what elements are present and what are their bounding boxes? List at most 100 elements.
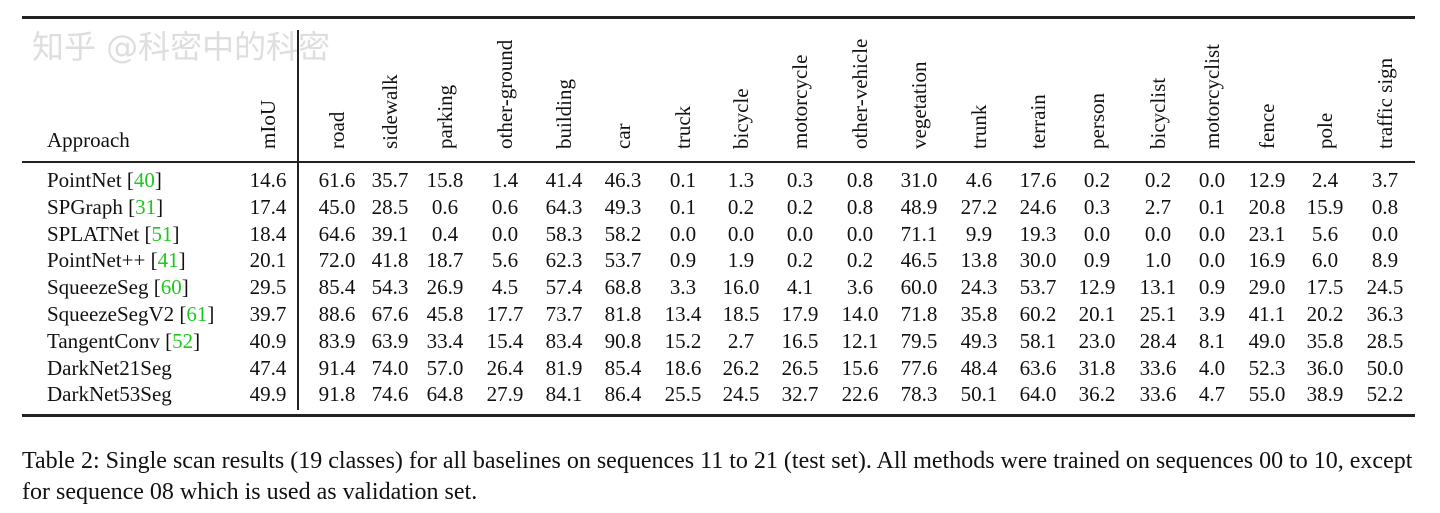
column-header-building: building (552, 78, 576, 149)
table-cell: 41.4 (545, 168, 583, 192)
table-cell: 13.4 (664, 302, 702, 326)
table-cell: 0.3 (1083, 194, 1111, 219)
mid-rule (22, 161, 1415, 163)
table-cell: 77.6 (900, 355, 938, 380)
table-cell: 3.6 (846, 275, 874, 300)
table-cell: 35.8 (1306, 328, 1344, 353)
citation-link[interactable]: 41 (157, 248, 179, 273)
table-cell: 31.8 (1078, 355, 1116, 380)
table-cell: 38.9 (1306, 382, 1344, 407)
table-cell: 12.1 (841, 328, 879, 353)
table-cell: 64.0 (1019, 382, 1057, 407)
table-cell: 57.4 (545, 275, 583, 300)
table-cell: 0.2 (846, 248, 874, 273)
table-cell: 17.7 (486, 302, 524, 326)
table-cell: 52.2 (1366, 382, 1404, 407)
table-cell: 20.2 (1306, 302, 1344, 326)
table-cell: 0.2 (1144, 168, 1172, 192)
table-cell: 55.0 (1248, 382, 1286, 407)
table-cell: 0.0 (846, 221, 874, 246)
table-cell: 0.2 (786, 194, 814, 219)
table-cell: 0.8 (846, 168, 874, 192)
table-cell: 12.9 (1078, 275, 1116, 300)
table-cell: 25.1 (1139, 302, 1177, 326)
table-cell: 18.5 (722, 302, 760, 326)
table-cell: 71.1 (900, 221, 938, 246)
table-cell: 35.7 (371, 168, 409, 192)
table-cell: 41.1 (1248, 302, 1286, 326)
column-separator (297, 30, 299, 410)
table-cell: 9.9 (965, 221, 993, 246)
table-cell: 0.2 (727, 194, 755, 219)
citation-link[interactable]: 40 (133, 168, 155, 192)
table-cell: 36.0 (1306, 355, 1344, 380)
table-cell: 0.0 (1198, 248, 1226, 273)
table-cell: 0.8 (846, 194, 874, 219)
table-cell: 28.5 (371, 194, 409, 219)
table-cell: 33.4 (426, 328, 464, 353)
table-cell: 49.3 (604, 194, 642, 219)
table-cell: 63.9 (371, 328, 409, 353)
table-cell: 57.0 (426, 355, 464, 380)
table-cell: 74.6 (371, 382, 409, 407)
watermark: 知乎 @科密中的科密 (32, 28, 331, 66)
table-cell: 41.8 (371, 248, 409, 273)
table-cell: 28.5 (1366, 328, 1404, 353)
row-approach-name: SqueezeSegV2 [61] (47, 302, 215, 326)
table-cell: 4.6 (965, 168, 993, 192)
table-cell: 23.1 (1248, 221, 1286, 246)
table-cell: 0.4 (431, 221, 459, 246)
table-cell: 26.5 (781, 355, 819, 380)
table-cell: 0.3 (786, 168, 814, 192)
table-cell: 17.4 (249, 194, 287, 219)
table-cell: 0.1 (669, 194, 697, 219)
top-rule (22, 16, 1415, 19)
row-approach-name: SqueezeSeg [60] (47, 275, 189, 300)
table-cell: 81.8 (604, 302, 642, 326)
column-header-terrain: terrain (1026, 94, 1050, 149)
citation-link[interactable]: 31 (135, 194, 157, 219)
table-cell: 32.7 (781, 382, 819, 407)
table-cell: 35.8 (960, 302, 998, 326)
table-cell: 0.0 (669, 221, 697, 246)
table-cell: 23.0 (1078, 328, 1116, 353)
table-cell: 17.9 (781, 302, 819, 326)
citation-link[interactable]: 52 (172, 328, 194, 353)
citation-link[interactable]: 60 (160, 275, 182, 300)
table-cell: 60.2 (1019, 302, 1057, 326)
table-cell: 74.0 (371, 355, 409, 380)
table-cell: 83.4 (545, 328, 583, 353)
table-cell: 62.3 (545, 248, 583, 273)
table-cell: 48.4 (960, 355, 998, 380)
table-cell: 26.4 (486, 355, 524, 380)
table-cell: 20.1 (1078, 302, 1116, 326)
table-cell: 64.3 (545, 194, 583, 219)
table-cell: 33.6 (1139, 355, 1177, 380)
table-cell: 0.0 (1198, 168, 1226, 192)
table-cell: 36.3 (1366, 302, 1404, 326)
table-cell: 19.3 (1019, 221, 1057, 246)
table-cell: 13.8 (960, 248, 998, 273)
table-cell: 0.0 (1144, 221, 1172, 246)
table-cell: 2.7 (1144, 194, 1172, 219)
table-cell: 18.4 (249, 221, 287, 246)
citation-link[interactable]: 51 (151, 221, 173, 246)
row-approach-name: PointNet [40] (47, 168, 162, 192)
table-cell: 0.0 (491, 221, 519, 246)
table-cell: 0.0 (1198, 221, 1226, 246)
column-header-road: road (325, 111, 349, 149)
citation-link[interactable]: 61 (186, 302, 208, 326)
table-cell: 13.1 (1139, 275, 1177, 300)
table-cell: 67.6 (371, 302, 409, 326)
table-cell: 26.2 (722, 355, 760, 380)
table-cell: 8.9 (1371, 248, 1399, 273)
table-cell: 58.1 (1019, 328, 1057, 353)
table-cell: 14.6 (249, 168, 287, 192)
table-cell: 50.1 (960, 382, 998, 407)
table-cell: 0.6 (431, 194, 459, 219)
table-cell: 2.7 (727, 328, 755, 353)
table-cell: 0.0 (727, 221, 755, 246)
table-cell: 91.4 (318, 355, 356, 380)
column-header-pole: pole (1313, 112, 1337, 149)
table-cell: 0.6 (491, 194, 519, 219)
